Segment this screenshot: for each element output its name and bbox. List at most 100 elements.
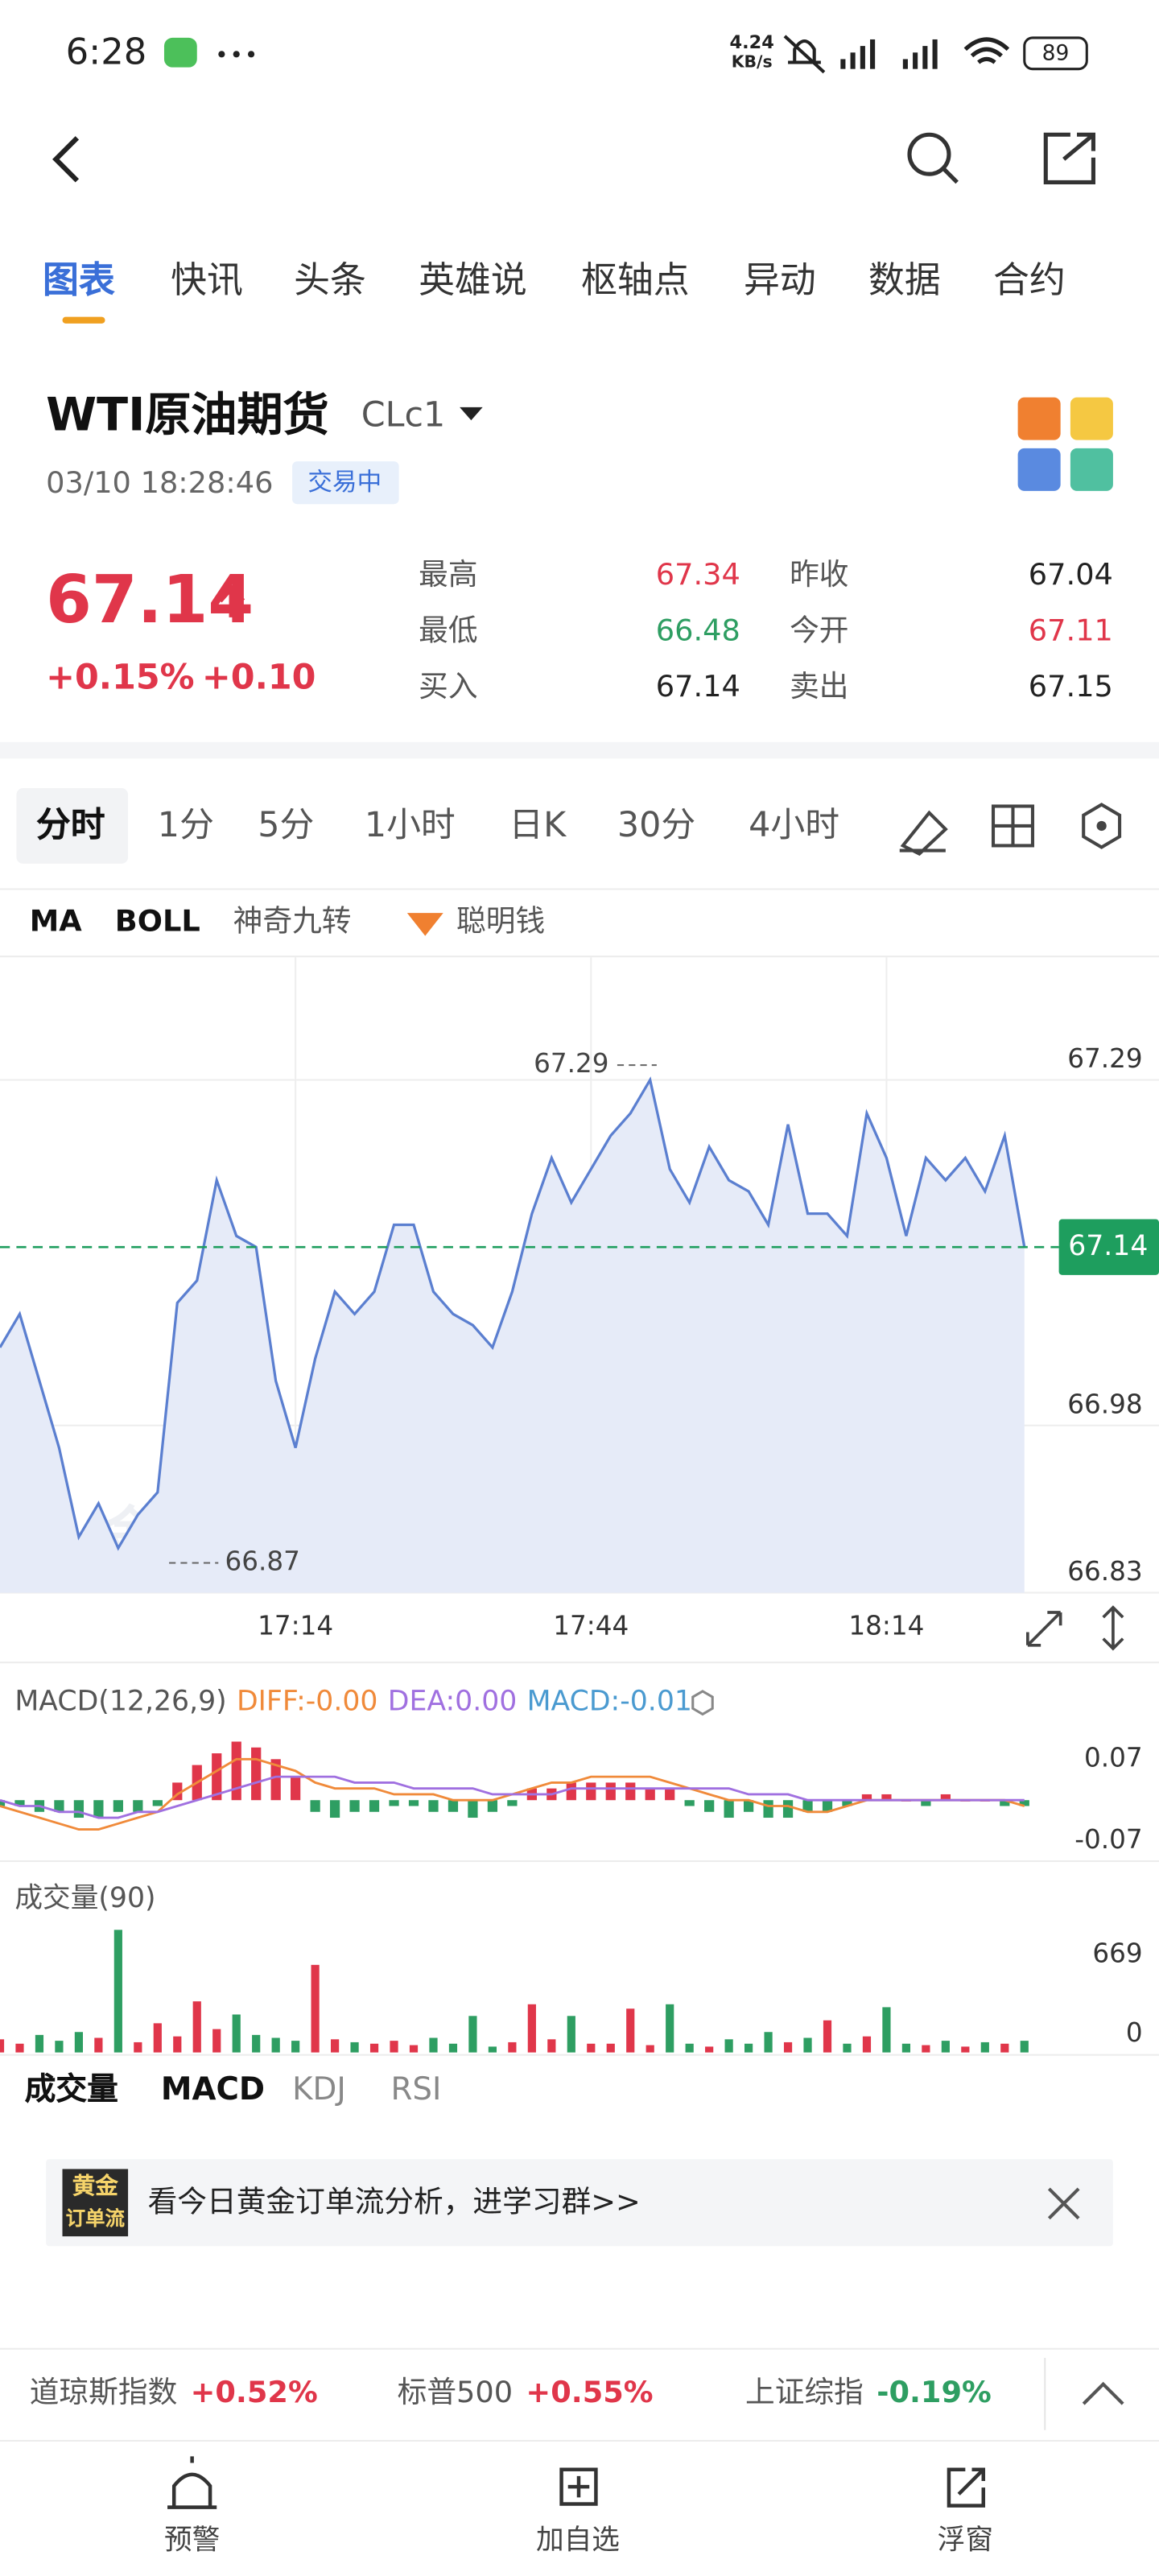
tab[interactable]: 数据 xyxy=(868,261,941,303)
banner[interactable] xyxy=(46,2159,1113,2247)
macd-bar xyxy=(329,1800,340,1818)
volume-bar xyxy=(350,2041,359,2053)
tab[interactable]: 快讯 xyxy=(171,261,243,303)
indicator-tab[interactable]: MACD xyxy=(160,2071,266,2107)
volume-bar xyxy=(369,2043,379,2053)
macd-settings[interactable] xyxy=(691,1690,714,1716)
macd-bar xyxy=(0,1800,6,1806)
volume-bar xyxy=(468,2016,477,2053)
indicator[interactable]: MA xyxy=(29,904,82,939)
volume-bar xyxy=(192,2001,201,2053)
volume-bar xyxy=(527,2004,536,2053)
macd-bar xyxy=(566,1782,576,1801)
volume-bar xyxy=(843,2043,852,2053)
volume-bar xyxy=(567,2016,575,2053)
divider xyxy=(0,1860,1159,1863)
tab[interactable]: 合约 xyxy=(993,261,1066,303)
tool-icon[interactable] xyxy=(1017,448,1061,491)
indicator[interactable]: 神奇九转 xyxy=(233,904,352,939)
settings-tool[interactable] xyxy=(1082,803,1122,849)
add-icon xyxy=(559,2467,598,2506)
stat-label: 今开 xyxy=(790,613,849,649)
tool-icon[interactable] xyxy=(1070,397,1113,440)
volume-bar xyxy=(685,2043,694,2053)
x-tick-label: 17:14 xyxy=(258,1610,333,1641)
banner-text[interactable]: 看今日黄金订单流分析，进学习群>> xyxy=(147,2185,641,2220)
diamond-icon xyxy=(406,913,443,936)
banner-badge xyxy=(62,2169,129,2237)
layout-tool-grid xyxy=(993,806,1033,846)
mute-icon xyxy=(783,35,826,74)
status-badge xyxy=(292,461,399,505)
tab[interactable]: 头条 xyxy=(294,261,366,303)
indicator[interactable]: 聪明钱 xyxy=(456,904,546,939)
net-speed-unit: KB/s xyxy=(731,54,773,72)
nav-item[interactable]: 浮窗 xyxy=(937,2524,994,2557)
indicator[interactable]: BOLL xyxy=(114,904,200,939)
macd-bar xyxy=(645,1788,655,1801)
indicator-tab[interactable]: 成交量 xyxy=(24,2071,118,2107)
period-tab[interactable]: 30分 xyxy=(617,805,696,845)
resize-button[interactable] xyxy=(1102,1605,1124,1651)
back-button[interactable] xyxy=(52,136,80,183)
period-tab[interactable]: 1分 xyxy=(157,805,214,845)
x-tick-label: 17:44 xyxy=(553,1610,629,1641)
stat-label: 最高 xyxy=(419,558,478,593)
volume-bar xyxy=(15,2043,24,2053)
tab[interactable]: 异动 xyxy=(743,261,816,303)
period-tab[interactable]: 分时 xyxy=(35,805,105,845)
period-tab[interactable]: 日K xyxy=(509,805,567,845)
tab[interactable]: 枢轴点 xyxy=(581,261,690,303)
period-tab[interactable]: 4小时 xyxy=(749,805,840,845)
volume-bar xyxy=(508,2041,517,2053)
tool-icon[interactable] xyxy=(1070,448,1113,491)
x-tick-label: 18:14 xyxy=(848,1610,924,1641)
net-speed: 4.24 xyxy=(729,31,774,54)
divider xyxy=(0,2439,1159,2442)
volume-bar xyxy=(744,2043,753,2053)
y-tick-label: 67.29 xyxy=(1067,1043,1142,1074)
tool-icon[interactable] xyxy=(1017,397,1061,440)
search-button[interactable] xyxy=(907,132,951,176)
tab[interactable]: 英雄说 xyxy=(419,261,527,303)
indicator-tab[interactable]: KDJ xyxy=(292,2071,346,2107)
instrument-code: CLc1 xyxy=(361,394,446,435)
ticker-name: 道琼斯指数 xyxy=(29,2376,178,2411)
macd-bar xyxy=(822,1800,833,1812)
indicator-tab[interactable]: RSI xyxy=(390,2071,442,2107)
macd-bar xyxy=(487,1800,498,1812)
close-button[interactable] xyxy=(1047,2187,1080,2220)
volume-bar xyxy=(1000,2043,1009,2053)
stat-value: 67.14 xyxy=(655,670,740,705)
macd-bar xyxy=(625,1782,636,1801)
volume-bar xyxy=(409,2045,419,2053)
draw-tool[interactable] xyxy=(899,810,948,857)
stat-value: 67.34 xyxy=(655,558,740,593)
divider xyxy=(0,888,1159,890)
last-price-label: 67.14 xyxy=(1068,1230,1148,1262)
macd-bar xyxy=(743,1800,754,1812)
period-tab[interactable]: 5分 xyxy=(258,805,315,845)
legend-entry: MACD:-0.01 xyxy=(526,1685,692,1719)
expand-up[interactable] xyxy=(1082,2381,1124,2405)
volume-bar xyxy=(212,2029,221,2053)
nav-item[interactable]: 预警 xyxy=(163,2524,221,2557)
change-amount: +0.10 xyxy=(201,657,316,697)
period-tab[interactable]: 1小时 xyxy=(364,805,456,845)
volume-bar xyxy=(980,2041,989,2053)
tab[interactable]: 图表 xyxy=(43,261,115,303)
macd-bar xyxy=(1000,1800,1010,1806)
volume-bar xyxy=(922,2045,930,2053)
add-plus xyxy=(567,2475,590,2498)
macd-bar xyxy=(93,1800,104,1818)
ticker-change: -0.19% xyxy=(876,2376,992,2411)
volume-bar xyxy=(941,2041,950,2053)
nav-item[interactable]: 加自选 xyxy=(535,2524,620,2557)
macd-bar xyxy=(921,1800,931,1806)
badge-text: 黄金 xyxy=(72,2174,118,2201)
share-button[interactable] xyxy=(1043,132,1095,184)
expand-button[interactable] xyxy=(1026,1611,1062,1647)
dropdown-caret[interactable] xyxy=(460,407,483,421)
